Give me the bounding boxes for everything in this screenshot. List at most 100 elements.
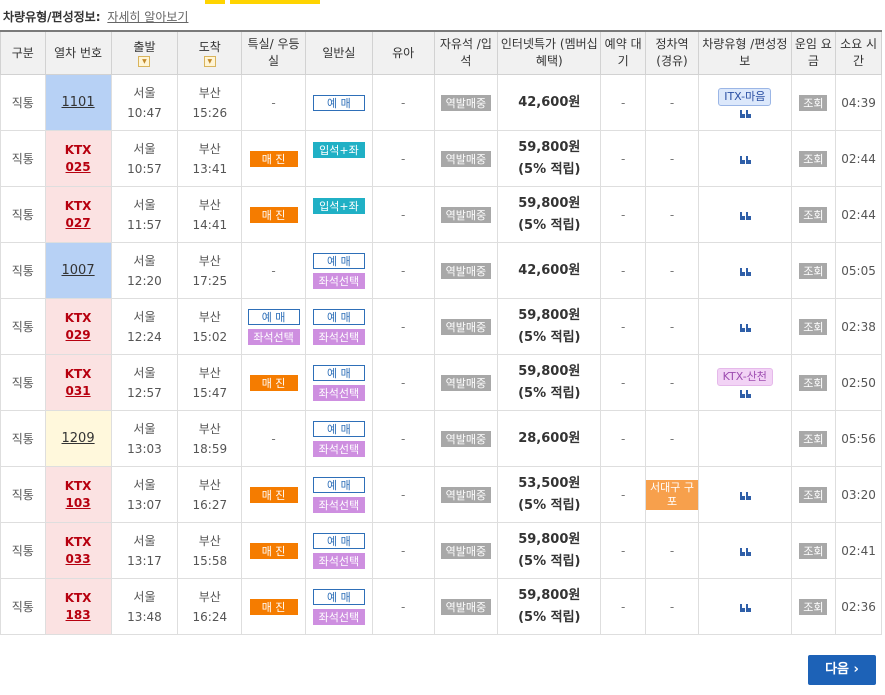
train-link[interactable]: KTX 033 — [64, 534, 92, 566]
fare-lookup-button[interactable]: 조회 — [799, 262, 828, 279]
fare-lookup-button[interactable]: 조회 — [799, 542, 828, 559]
cell-via-station: - — [644, 242, 700, 299]
sold-out-badge: 매 진 — [249, 486, 298, 503]
train-link[interactable]: 1209 — [61, 431, 95, 446]
cell-type: 직통 — [0, 466, 46, 523]
cell-train-no[interactable]: KTX 031 — [44, 354, 112, 411]
seat-select-button[interactable]: 좌석선택 — [247, 328, 300, 345]
fare-lookup-button[interactable]: 조회 — [799, 598, 828, 615]
via-station-button[interactable]: 서대구 구포 — [645, 479, 699, 510]
train-link[interactable]: KTX 031 — [64, 366, 92, 398]
top-accent-line — [0, 0, 885, 4]
seat-icon[interactable] — [738, 388, 752, 400]
col-arrive[interactable]: 도착 ▼ — [177, 30, 243, 75]
cell-via-station: - — [644, 410, 700, 467]
cell-duration: 02:41 — [835, 522, 882, 579]
sold-out-badge: 매 진 — [249, 374, 298, 391]
train-link[interactable]: 1007 — [61, 263, 95, 278]
table-header-row: 구분 열차 번호 출발 ▼ 도착 ▼ 특실/ 우등실 일반실 유아 자유석 /입석 … — [0, 30, 882, 75]
train-link[interactable]: KTX 027 — [64, 198, 92, 230]
cell-internet-special: 53,500원 (5% 적립) — [497, 466, 602, 523]
standing-seat-button[interactable]: 입석+좌석 — [312, 198, 365, 229]
seat-icon[interactable] — [738, 108, 752, 120]
reserve-button[interactable]: 예 매 — [312, 588, 365, 605]
fare-lookup-button[interactable]: 조회 — [799, 430, 828, 447]
reserve-button[interactable]: 예 매 — [312, 476, 365, 493]
reserve-button[interactable]: 예 매 — [312, 252, 365, 269]
station-sale-badge: 역발매중 — [440, 206, 491, 223]
train-link[interactable]: 1101 — [61, 95, 95, 110]
seat-icon[interactable] — [738, 602, 752, 614]
col-depart[interactable]: 출발 ▼ — [110, 30, 179, 75]
cell-train-no[interactable]: KTX 025 — [44, 130, 112, 187]
cell-train-no[interactable]: KTX 183 — [44, 578, 112, 635]
seat-icon[interactable] — [738, 154, 752, 166]
seat-icon[interactable] — [738, 322, 752, 334]
cell-train-no[interactable]: 1101 — [44, 74, 112, 131]
cell-vehicle — [698, 130, 792, 187]
fare-lookup-button[interactable]: 조회 — [799, 206, 828, 223]
cell-standard: 입석+좌석 — [304, 130, 373, 187]
cell-train-no[interactable]: KTX 027 — [44, 186, 112, 243]
train-link[interactable]: KTX 025 — [64, 142, 92, 174]
train-link[interactable]: KTX 183 — [64, 590, 92, 622]
cell-arrive: 부산 18:59 — [177, 410, 243, 467]
cell-duration: 02:44 — [835, 130, 882, 187]
seat-icon[interactable] — [738, 210, 752, 222]
cell-depart: 서울 12:20 — [110, 242, 179, 299]
seat-select-button[interactable]: 좌석선택 — [312, 496, 365, 513]
seat-icon[interactable] — [738, 546, 752, 558]
cell-duration: 02:38 — [835, 298, 882, 355]
table-row: 직통 KTX 025 서울 10:57 부산 13:41 매 진 입석+좌석 - 역발매중 59,80… — [0, 130, 882, 187]
reserve-button[interactable]: 예 매 — [312, 420, 365, 437]
fare-lookup-button[interactable]: 조회 — [799, 150, 828, 167]
fare-lookup-button[interactable]: 조회 — [799, 374, 828, 391]
cell-train-no[interactable]: 1209 — [44, 410, 112, 467]
seat-icon[interactable] — [738, 490, 752, 502]
train-link[interactable]: KTX 103 — [64, 478, 92, 510]
cell-free-seat: 역발매중 — [433, 354, 499, 411]
table-row: 직통 KTX 029 서울 12:24 부산 15:02 예 매 좌석선택 예 매 좌석선택 - 역발매… — [0, 298, 882, 355]
cell-internet-special: 59,800원 (5% 적립) — [497, 578, 602, 635]
cell-depart: 서울 10:47 — [110, 74, 179, 131]
fare-lookup-button[interactable]: 조회 — [799, 486, 828, 503]
cell-train-no[interactable]: 1007 — [44, 242, 112, 299]
seat-select-button[interactable]: 좌석선택 — [312, 440, 365, 457]
cell-depart: 서울 13:17 — [110, 522, 179, 579]
reserve-button[interactable]: 예 매 — [312, 308, 365, 325]
cell-via-station: - — [644, 74, 700, 131]
fare-lookup-button[interactable]: 조회 — [799, 94, 828, 111]
cell-fare: 조회 — [790, 354, 837, 411]
seat-select-button[interactable]: 좌석선택 — [312, 608, 365, 625]
seat-select-button[interactable]: 좌석선택 — [312, 384, 365, 401]
fare-lookup-button[interactable]: 조회 — [799, 318, 828, 335]
reserve-button[interactable]: 예 매 — [312, 532, 365, 549]
learn-more-link[interactable]: 자세히 알아보기 — [107, 10, 189, 24]
seat-select-button[interactable]: 좌석선택 — [312, 328, 365, 345]
cell-infant: - — [371, 298, 435, 355]
reserve-button[interactable]: 예 매 — [312, 94, 365, 111]
cell-type: 직통 — [0, 74, 46, 131]
cell-train-no[interactable]: KTX 033 — [44, 522, 112, 579]
cell-standard: 입석+좌석 — [304, 186, 373, 243]
standing-seat-button[interactable]: 입석+좌석 — [312, 142, 365, 173]
train-link[interactable]: KTX 029 — [64, 310, 92, 342]
next-button[interactable]: 다음 › — [808, 655, 876, 685]
cell-train-no[interactable]: KTX 103 — [44, 466, 112, 523]
sort-icon: ▼ — [203, 56, 216, 67]
reserve-button[interactable]: 예 매 — [312, 364, 365, 381]
seat-select-button[interactable]: 좌석선택 — [312, 272, 365, 289]
station-sale-badge: 역발매중 — [440, 94, 491, 111]
cell-depart: 서울 13:03 — [110, 410, 179, 467]
station-sale-badge: 역발매중 — [440, 542, 491, 559]
seat-select-button[interactable]: 좌석선택 — [312, 552, 365, 569]
seat-icon[interactable] — [738, 266, 752, 278]
cell-via-station: - — [644, 578, 700, 635]
reserve-button[interactable]: 예 매 — [247, 308, 300, 325]
cell-train-no[interactable]: KTX 029 — [44, 298, 112, 355]
